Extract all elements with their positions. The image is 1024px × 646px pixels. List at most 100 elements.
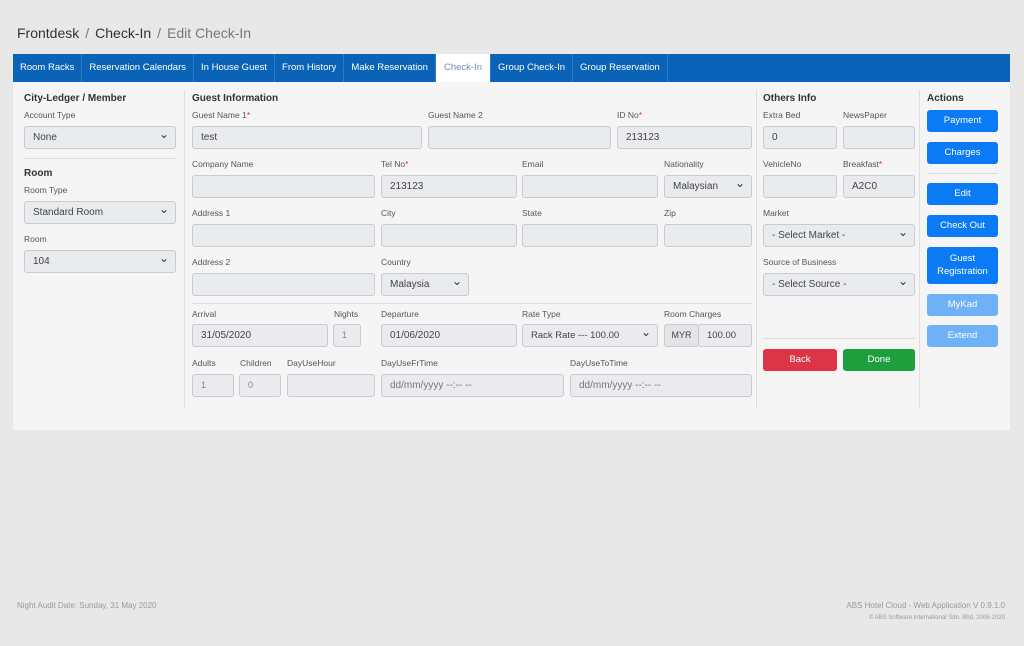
- company-label: Company Name: [192, 159, 254, 169]
- charges-button[interactable]: Charges: [927, 142, 998, 164]
- account-type-label: Account Type: [24, 110, 76, 120]
- extend-button[interactable]: Extend: [927, 325, 998, 347]
- required-mark: *: [405, 159, 409, 169]
- dayuseto-label: DayUseToTime: [570, 358, 628, 368]
- guest-name2-label: Guest Name 2: [428, 110, 483, 120]
- tab-bar: Room Racks Reservation Calendars In Hous…: [13, 54, 1010, 82]
- tab-room-racks[interactable]: Room Racks: [13, 54, 83, 82]
- address2-label: Address 2: [192, 257, 231, 267]
- adults-label: Adults: [192, 358, 216, 368]
- breadcrumb-current: Edit Check-In: [167, 25, 252, 41]
- tab-from-history[interactable]: From History: [275, 54, 345, 82]
- divider: [24, 158, 176, 159]
- address1-label: Address 1: [192, 208, 231, 218]
- city-input[interactable]: [381, 224, 517, 247]
- dayusehour-input[interactable]: [287, 374, 375, 397]
- arrival-label: Arrival: [192, 309, 217, 319]
- extra-bed-input[interactable]: 0: [763, 126, 837, 149]
- country-label: Country: [381, 257, 411, 267]
- tab-make-reservation[interactable]: Make Reservation: [344, 54, 436, 82]
- nationality-select[interactable]: Malaysian: [664, 175, 752, 198]
- account-type-select[interactable]: None: [24, 126, 176, 149]
- zip-input[interactable]: [664, 224, 752, 247]
- tab-check-in[interactable]: Check-In: [435, 54, 491, 82]
- country-select[interactable]: Malaysia: [381, 273, 469, 296]
- rate-type-select[interactable]: Rack Rate --- 100.00: [522, 324, 658, 347]
- room-type-select[interactable]: Standard Room: [24, 201, 176, 224]
- email-label: Email: [522, 159, 544, 169]
- arrival-input[interactable]: 31/05/2020: [192, 324, 328, 347]
- city-label: City: [381, 208, 396, 218]
- market-select[interactable]: - Select Market -: [763, 224, 915, 247]
- divider: [927, 173, 998, 174]
- source-label: Source of Business: [763, 257, 837, 267]
- mykad-button[interactable]: MyKad: [927, 294, 998, 316]
- vehicle-label: VehicleNo: [763, 159, 802, 169]
- payment-button[interactable]: Payment: [927, 110, 998, 132]
- city-ledger-heading: City-Ledger / Member: [24, 93, 127, 104]
- guest-name2-input[interactable]: [428, 126, 611, 149]
- others-info-heading: Others Info: [763, 93, 817, 104]
- room-charges-input[interactable]: 100.00: [698, 324, 752, 347]
- address1-input[interactable]: [192, 224, 375, 247]
- state-input[interactable]: [522, 224, 658, 247]
- address2-input[interactable]: [192, 273, 375, 296]
- tab-group-reservation[interactable]: Group Reservation: [573, 54, 668, 82]
- dayuseto-input[interactable]: dd/mm/yyyy --:-- --: [570, 374, 752, 397]
- id-no-input[interactable]: 213123: [617, 126, 752, 149]
- email-input[interactable]: [522, 175, 658, 198]
- guest-name1-input[interactable]: test: [192, 126, 422, 149]
- newspaper-input[interactable]: [843, 126, 915, 149]
- tab-group-check-in[interactable]: Group Check-In: [491, 54, 574, 82]
- market-label: Market: [763, 208, 789, 218]
- guest-name1-label: Guest Name 1*: [192, 110, 250, 120]
- divider: [192, 303, 752, 304]
- room-label: Room: [24, 234, 47, 244]
- children-input[interactable]: 0: [239, 374, 281, 397]
- label-text: Breakfast: [843, 159, 879, 169]
- zip-label: Zip: [664, 208, 676, 218]
- adults-input[interactable]: 1: [192, 374, 234, 397]
- guest-registration-button[interactable]: Guest Registration: [927, 247, 998, 284]
- tel-label: Tel No*: [381, 159, 408, 169]
- room-type-label: Room Type: [24, 185, 68, 195]
- guest-info-heading: Guest Information: [192, 93, 279, 104]
- done-button[interactable]: Done: [843, 349, 915, 371]
- copyright: © ABS Software International Sdn. Bhd. 2…: [868, 615, 1005, 621]
- tab-in-house-guest[interactable]: In House Guest: [194, 54, 276, 82]
- label-text: Guest Name 1: [192, 110, 247, 120]
- departure-label: Departure: [381, 309, 419, 319]
- divider: [184, 90, 185, 408]
- dayusefr-label: DayUseFrTime: [381, 358, 438, 368]
- vehicle-input[interactable]: [763, 175, 837, 198]
- id-no-label: ID No*: [617, 110, 642, 120]
- room-charges-label: Room Charges: [664, 309, 722, 319]
- breakfast-input[interactable]: A2C0: [843, 175, 915, 198]
- divider: [919, 90, 920, 408]
- departure-input[interactable]: 01/06/2020: [381, 324, 517, 347]
- back-button[interactable]: Back: [763, 349, 837, 371]
- room-heading: Room: [24, 168, 53, 179]
- company-input[interactable]: [192, 175, 375, 198]
- required-mark: *: [246, 110, 251, 120]
- breadcrumb-check-in[interactable]: Check-In: [95, 25, 152, 41]
- extra-bed-label: Extra Bed: [763, 110, 801, 120]
- dayusefr-input[interactable]: dd/mm/yyyy --:-- --: [381, 374, 564, 397]
- breakfast-label: Breakfast*: [843, 159, 882, 169]
- tel-input[interactable]: 213123: [381, 175, 517, 198]
- breadcrumb: Frontdesk / Check-In / Edit Check-In: [17, 25, 252, 41]
- children-label: Children: [240, 358, 272, 368]
- source-select[interactable]: - Select Source -: [763, 273, 915, 296]
- check-out-button[interactable]: Check Out: [927, 215, 998, 237]
- edit-button[interactable]: Edit: [927, 183, 998, 205]
- tab-reservation-calendars[interactable]: Reservation Calendars: [82, 54, 195, 82]
- breadcrumb-frontdesk[interactable]: Frontdesk: [17, 25, 80, 41]
- app-version: ABS Hotel Cloud - Web Application V 0.9.…: [846, 601, 1005, 610]
- actions-heading: Actions: [927, 93, 964, 104]
- currency-addon: MYR: [664, 324, 699, 347]
- nights-input[interactable]: 1: [333, 324, 361, 347]
- nationality-label: Nationality: [664, 159, 704, 169]
- night-audit-date: Night Audit Date: Sunday, 31 May 2020: [17, 601, 157, 610]
- room-select[interactable]: 104: [24, 250, 176, 273]
- newspaper-label: NewsPaper: [843, 110, 887, 120]
